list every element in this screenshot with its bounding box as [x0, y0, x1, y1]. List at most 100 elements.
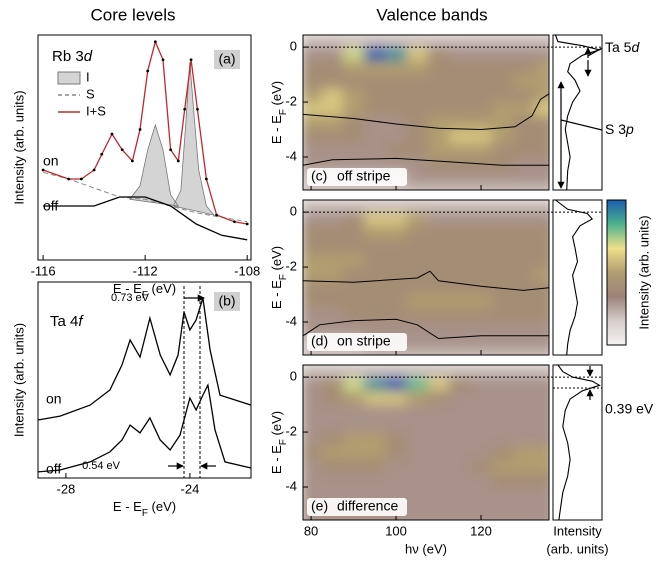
y-tick-label: 0	[290, 39, 297, 54]
plot-frame	[302, 34, 550, 191]
heatmap	[303, 200, 549, 355]
heatmap-cell	[491, 335, 514, 351]
heatmap-cell	[449, 418, 471, 433]
heatmap-cell	[491, 294, 514, 309]
panel-tag: (c)	[311, 168, 327, 184]
y-axis-label-part: (eV)	[269, 246, 284, 274]
heatmap-cell	[427, 102, 450, 117]
profile-axis-label: Intensity	[553, 523, 602, 538]
heatmap-cell	[385, 432, 408, 447]
y-axis-label-part: E - E	[269, 445, 284, 474]
heatmap-cell	[406, 322, 429, 337]
heatmap-cell	[491, 157, 514, 172]
heatmap-cell	[427, 377, 450, 392]
heatmap-cell	[321, 418, 344, 433]
heatmap-cell	[512, 404, 535, 419]
heatmap-cell	[342, 377, 365, 392]
heatmap-cell	[385, 102, 408, 117]
heatmap-cell	[303, 157, 323, 172]
heatmap-cell	[406, 473, 429, 488]
profile-line	[557, 364, 601, 521]
heatmap-cell	[470, 170, 493, 186]
heatmap-cell	[427, 404, 450, 419]
heatmap-cell	[406, 500, 429, 516]
heatmap-cell	[491, 514, 514, 520]
heatmap-cell	[491, 267, 514, 282]
heatmap-cell	[449, 308, 471, 323]
heatmap-cell	[427, 47, 450, 62]
data-point	[92, 168, 96, 172]
data-point	[183, 107, 187, 111]
heatmap-cell	[470, 280, 493, 296]
heatmap-cell	[364, 404, 386, 419]
data-point	[204, 177, 208, 181]
heatmap-cell	[406, 308, 429, 323]
heatmap-cell	[385, 115, 408, 131]
heatmap-cell	[491, 102, 514, 117]
heatmap-cell	[406, 294, 429, 309]
heatmap-cell	[303, 377, 323, 392]
heatmap-cell	[427, 35, 450, 48]
heatmap-cell	[534, 308, 549, 323]
heatmap-cell	[449, 349, 471, 355]
heatmap-cell	[342, 74, 365, 89]
data-point	[41, 168, 45, 172]
legend-label: I	[86, 69, 90, 84]
heatmap-cell	[491, 225, 514, 241]
heatmap-cell	[406, 143, 429, 158]
heatmap-cell	[534, 459, 549, 474]
heatmap-cell	[534, 514, 549, 520]
heatmap-cell	[364, 253, 386, 268]
colorbar-label: Intensity (arb. units)	[636, 215, 651, 329]
legend-swatch	[57, 71, 81, 85]
heatmap-cell	[364, 267, 386, 282]
heatmap-cell	[342, 390, 365, 406]
heatmap-cell	[512, 143, 535, 158]
annotation: off	[46, 461, 61, 477]
heatmap-cell	[321, 349, 344, 355]
data-point	[161, 58, 165, 62]
heatmap-cell	[364, 487, 386, 502]
data-point	[196, 107, 199, 111]
heatmap-cell	[303, 267, 323, 282]
heatmap-cell	[470, 294, 493, 309]
heatmap-cell	[385, 377, 408, 392]
heatmap-cell	[491, 239, 514, 254]
heatmap-cell	[449, 322, 471, 337]
heatmap-cell	[364, 308, 386, 323]
heatmap-cell	[534, 432, 549, 447]
heatmap-cell	[321, 60, 344, 76]
heatmap-cell	[385, 445, 408, 461]
x-tick-label: -24	[181, 481, 200, 496]
heatmap-cell	[406, 225, 429, 241]
profile-line	[554, 34, 602, 191]
heatmap-cell	[342, 212, 365, 227]
heatmap-cell	[427, 88, 450, 103]
heatmap-cell	[342, 253, 365, 268]
heatmap-cell	[470, 459, 493, 474]
heatmap-cell	[342, 349, 365, 355]
annotation-part: S 3	[605, 121, 626, 137]
heatmap-cell	[470, 239, 493, 254]
heatmap-cell	[512, 335, 535, 351]
band-line	[302, 318, 549, 340]
heatmap-cell	[534, 377, 549, 392]
heatmap-cell	[321, 47, 344, 62]
legend-label: I+S	[86, 103, 106, 118]
heatmap-cell	[512, 349, 535, 355]
heatmap-cell	[534, 473, 549, 488]
heatmap-cell	[385, 74, 408, 89]
annotation: Ta 5d	[605, 39, 640, 55]
heatmap-cell	[449, 239, 471, 254]
legend-label: S	[86, 86, 95, 101]
heatmap-cell	[427, 239, 450, 254]
heatmap-cell	[303, 47, 323, 62]
plot-frame	[37, 281, 252, 479]
x-axis-label: E - EF (eV)	[113, 281, 176, 301]
heatmap-cell	[470, 267, 493, 282]
heatmap-cell	[364, 322, 386, 337]
series-line	[37, 297, 252, 421]
x-axis-label-part: (eV)	[148, 499, 176, 514]
heatmap-cell	[534, 88, 549, 103]
heatmap-cell	[427, 74, 450, 89]
